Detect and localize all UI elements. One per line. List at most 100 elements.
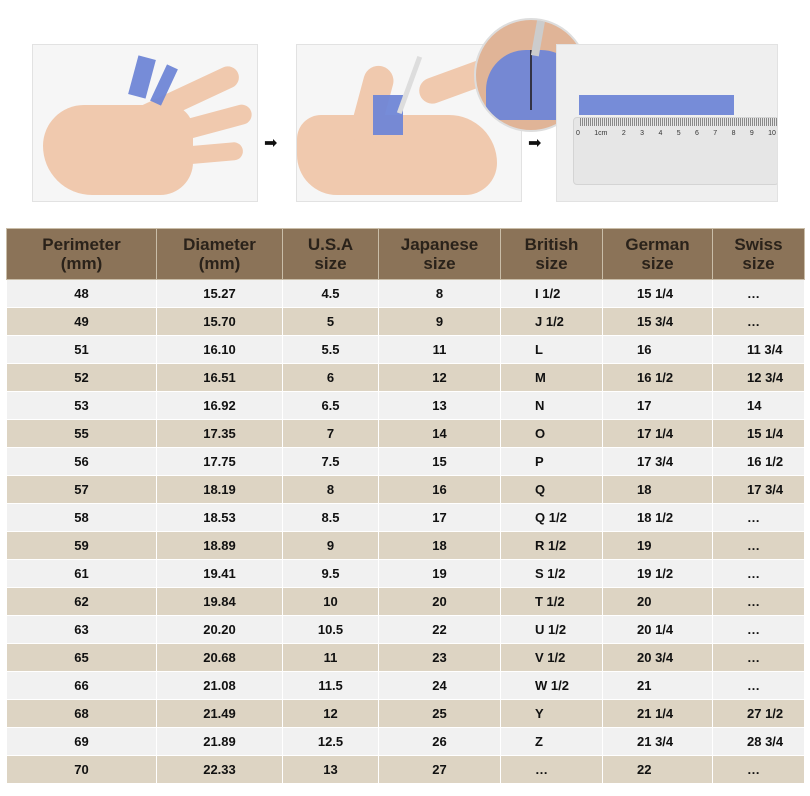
step1-wrap-finger-photo [32,44,258,202]
cell-swiss: 28 3/4 [712,727,805,756]
cell-usa: 6.5 [282,391,379,420]
cell-perimeter: 61 [6,559,157,588]
cell-british: I 1/2 [500,279,603,308]
cell-usa: 7 [282,419,379,448]
cell-british: T 1/2 [500,587,603,616]
table-row: 65 20.68 11 23 V 1/2 20 3/4… [6,643,805,672]
table-row: 48 15.27 4.5 8 I 1/2 15 1/4… [6,279,805,308]
cell-perimeter: 65 [6,643,157,672]
cell-usa: 11 [282,643,379,672]
cell-perimeter: 53 [6,391,157,420]
cell-perimeter: 52 [6,363,157,392]
cell-british: P [500,447,603,476]
table-row: 61 19.41 9.5 19 S 1/2 19 1/2… [6,559,805,588]
cell-british: W 1/2 [500,671,603,700]
table-row: 62 19.84 10 20 T 1/2 20… [6,587,805,616]
table-row: 68 21.49 12 25 Y 21 1/4 27 1/2 [6,699,805,728]
ring-size-table: Perimeter (mm) Diameter (mm) U.S.A size Japane… [6,228,805,784]
step3-measure-ruler-photo: 0 1cm 2 3 4 5 6 7 8 9 10 [556,44,778,202]
header-line: Perimeter [42,235,121,254]
table-row: 58 18.53 8.5 17 Q 1/2 18 1/2… [6,503,805,532]
cell-diameter: 21.49 [156,699,283,728]
cell-german: 16 1/2 [602,363,713,392]
cell-diameter: 18.19 [156,475,283,504]
cell-japanese: 12 [378,363,501,392]
cell-japanese: 13 [378,391,501,420]
cell-usa: 12 [282,699,379,728]
table-row: 55 17.35 7 14 O 17 1/4 15 1/4 [6,419,805,448]
cell-diameter: 15.27 [156,279,283,308]
header-british: British size [500,228,603,280]
cell-german: 17 3/4 [602,447,713,476]
table-row: 56 17.75 7.5 15 P 17 3/4 16 1/2 [6,447,805,476]
cell-british: R 1/2 [500,531,603,560]
cell-diameter: 21.08 [156,671,283,700]
paper-strip [128,55,156,99]
table-row: 52 16.51 6 12 M 16 1/2 12 3/4 [6,363,805,392]
cell-usa: 8 [282,475,379,504]
cell-japanese: 25 [378,699,501,728]
cell-japanese: 19 [378,559,501,588]
cell-diameter: 19.41 [156,559,283,588]
header-line: size [423,254,456,273]
cell-german: 20 1/4 [602,615,713,644]
cell-swiss: … [712,503,805,532]
cell-diameter: 17.75 [156,447,283,476]
cell-perimeter: 58 [6,503,157,532]
table-row: 70 22.33 13 27… 22… [6,755,805,784]
cell-german: 21 1/4 [602,699,713,728]
table-row: 53 16.92 6.5 13 N 17 14 [6,391,805,420]
cell-swiss: … [712,279,805,308]
cell-british: N [500,391,603,420]
header-german: German size [602,228,713,280]
cell-german: 15 3/4 [602,307,713,336]
header-swiss: Swiss size [712,228,805,280]
cell-swiss: … [712,615,805,644]
cell-british: U 1/2 [500,615,603,644]
cell-perimeter: 59 [6,531,157,560]
cell-japanese: 24 [378,671,501,700]
cell-usa: 5.5 [282,335,379,364]
cell-german: 19 [602,531,713,560]
cell-perimeter: 57 [6,475,157,504]
cell-usa: 6 [282,363,379,392]
header-usa: U.S.A size [282,228,379,280]
cell-swiss: 12 3/4 [712,363,805,392]
cell-diameter: 18.53 [156,503,283,532]
cell-swiss: 14 [712,391,805,420]
cell-diameter: 18.89 [156,531,283,560]
cell-british: … [500,755,603,784]
cell-japanese: 18 [378,531,501,560]
table-row: 51 16.10 5.5 11 L 16 11 3/4 [6,335,805,364]
arrow-right-icon: ➡ [528,135,542,152]
cell-japanese: 26 [378,727,501,756]
cell-swiss: … [712,671,805,700]
cell-british: O [500,419,603,448]
header-line: (mm) [60,254,103,273]
header-line: (mm) [198,254,241,273]
cell-swiss: 27 1/2 [712,699,805,728]
header-line: British [524,235,579,254]
cell-usa: 10 [282,587,379,616]
cell-japanese: 9 [378,307,501,336]
cell-german: 15 1/4 [602,279,713,308]
cell-usa: 10.5 [282,615,379,644]
ruler: 0 1cm 2 3 4 5 6 7 8 9 10 [573,117,777,185]
cell-british: Q 1/2 [500,503,603,532]
table-row: 66 21.08 11.5 24 W 1/2 21… [6,671,805,700]
header-line: Diameter [183,235,256,254]
cell-japanese: 27 [378,755,501,784]
header-line: Swiss [734,235,783,254]
cell-japanese: 14 [378,419,501,448]
cell-japanese: 23 [378,643,501,672]
cell-german: 21 3/4 [602,727,713,756]
header-diameter: Diameter (mm) [156,228,283,280]
cell-german: 20 3/4 [602,643,713,672]
cell-japanese: 11 [378,335,501,364]
cell-perimeter: 48 [6,279,157,308]
cell-german: 17 1/4 [602,419,713,448]
header-line: U.S.A [307,235,354,254]
cell-german: 21 [602,671,713,700]
cell-british: J 1/2 [500,307,603,336]
header-line: German [625,235,690,254]
